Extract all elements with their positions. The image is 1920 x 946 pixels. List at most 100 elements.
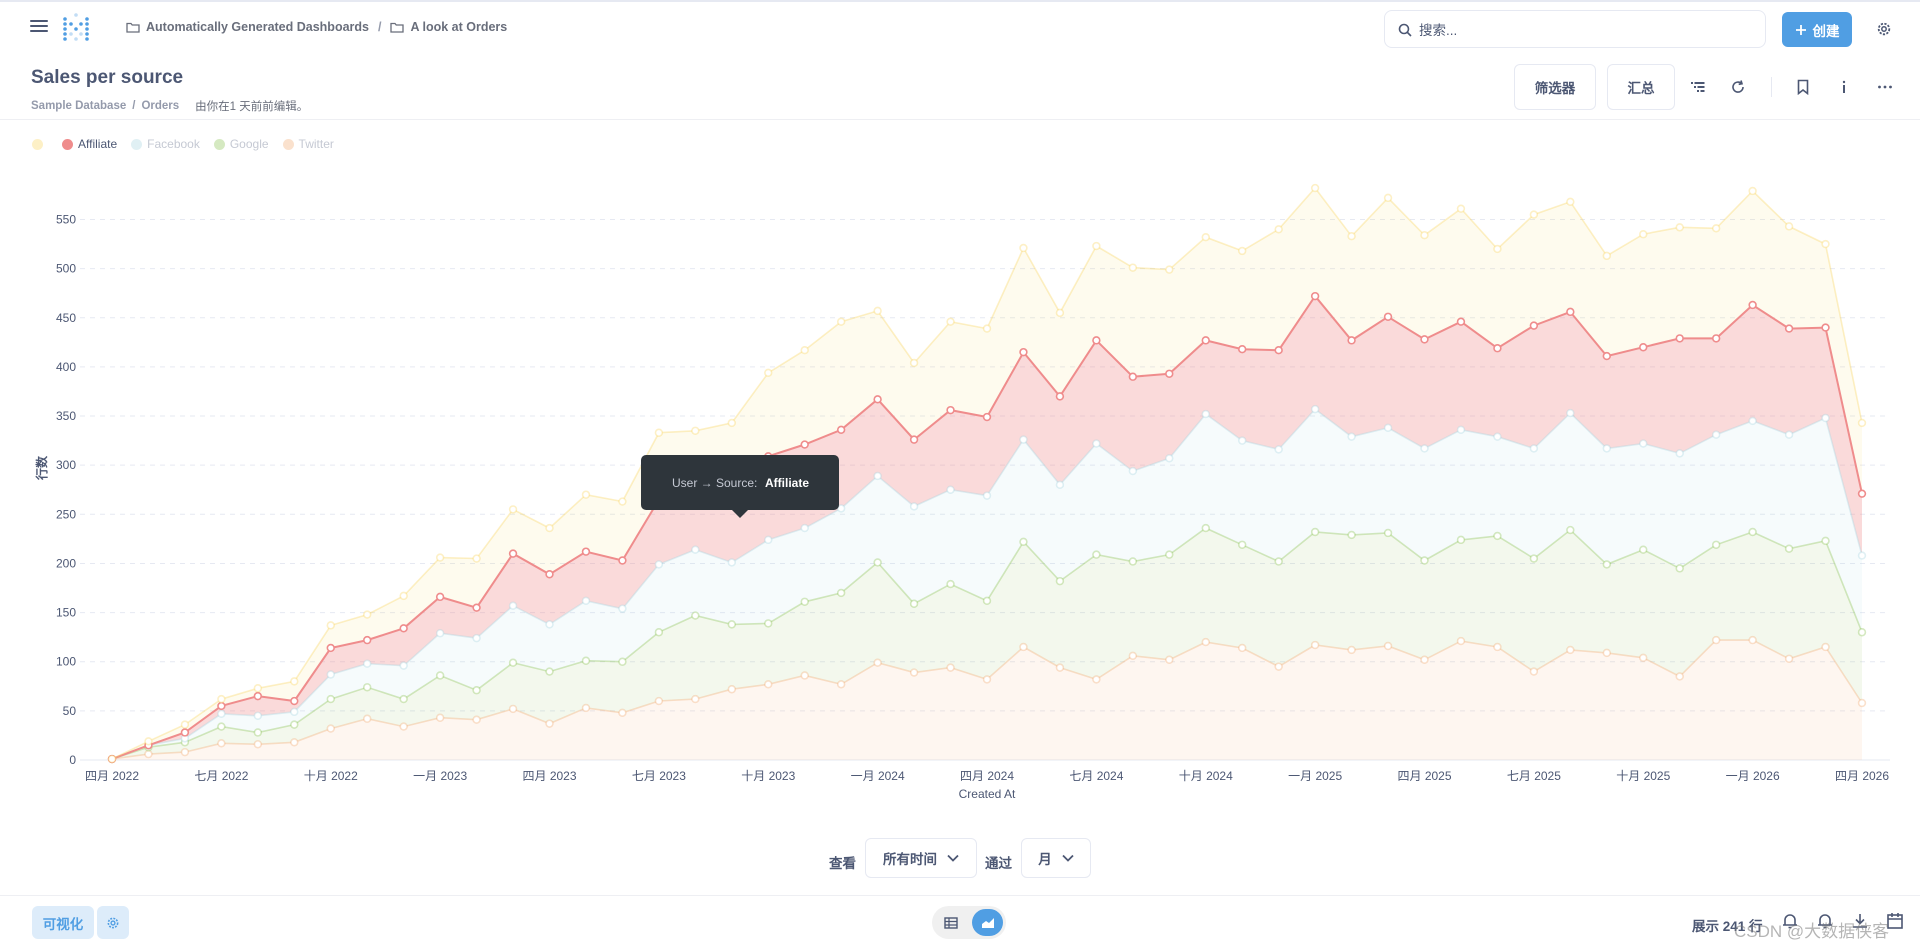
data-point — [581, 596, 591, 605]
menu-icon[interactable] — [30, 20, 48, 34]
data-point — [1456, 317, 1466, 326]
data-point — [982, 491, 992, 500]
data-point — [1092, 439, 1101, 448]
notification-bell-icon[interactable] — [1816, 912, 1834, 930]
series-area — [112, 528, 1862, 759]
breadcrumb-collection[interactable]: Automatically Generated Dashboards — [126, 20, 369, 34]
info-icon[interactable] — [1836, 79, 1852, 95]
legend-color-dot — [62, 138, 73, 150]
data-point — [1128, 651, 1138, 661]
data-point — [1347, 645, 1356, 655]
data-point — [1347, 432, 1356, 441]
data-point — [1748, 186, 1757, 196]
legend-item[interactable]: Twitter — [282, 137, 334, 151]
time-range-select[interactable]: 所有时间 — [865, 838, 977, 878]
data-point — [1602, 560, 1611, 569]
data-point — [253, 740, 263, 749]
gear-icon[interactable] — [1876, 21, 1892, 37]
data-point — [1821, 323, 1830, 332]
chart-view-toggle[interactable] — [972, 909, 1003, 936]
stacked-area-chart[interactable]: 0 50 100 150 200 250 300 350 400 450 500 550 四月 2022… — [0, 150, 1920, 810]
tooltip-value: Affiliate — [765, 476, 809, 490]
data-point — [545, 620, 554, 629]
data-point — [1639, 653, 1648, 662]
data-point — [1019, 537, 1028, 547]
data-point — [1310, 291, 1320, 301]
data-point — [946, 579, 955, 589]
data-point — [1019, 435, 1028, 444]
legend-color-dot — [213, 138, 225, 150]
data-point — [836, 680, 846, 689]
data-point — [800, 440, 809, 449]
database-link[interactable]: Sample Database — [31, 100, 127, 112]
alert-icon[interactable] — [1781, 912, 1799, 930]
x-tick-label: 七月 2022 — [194, 769, 248, 783]
data-point — [909, 668, 919, 677]
data-point — [1639, 439, 1648, 448]
data-point — [1602, 251, 1611, 261]
calendar-icon[interactable] — [1886, 912, 1904, 930]
data-point — [1201, 232, 1210, 242]
data-point — [1128, 466, 1138, 476]
filter-button[interactable]: 筛选器 — [1514, 64, 1596, 110]
x-tick-label: 十月 2022 — [304, 769, 358, 783]
summarize-button[interactable]: 汇总 — [1607, 64, 1675, 110]
refresh-icon[interactable] — [1730, 79, 1746, 95]
data-point — [618, 604, 627, 613]
legend-item[interactable]: Affiliate — [62, 137, 117, 151]
data-point — [1019, 243, 1028, 253]
data-point — [1055, 392, 1065, 401]
data-point — [1383, 312, 1393, 321]
data-point — [654, 560, 664, 569]
data-point — [909, 599, 919, 608]
data-point — [180, 728, 190, 737]
metabase-logo[interactable] — [62, 13, 90, 43]
viz-settings-button[interactable] — [97, 906, 129, 939]
last-edited-note[interactable]: 由你在1 天前前编辑。 — [195, 101, 309, 113]
breadcrumb-dashboard[interactable]: A look at Orders — [390, 20, 507, 34]
data-point — [836, 504, 846, 513]
data-point — [946, 405, 955, 415]
data-point — [1675, 672, 1684, 681]
breadcrumb-dashboard-label: A look at Orders — [410, 20, 508, 34]
download-icon[interactable] — [1851, 912, 1869, 930]
visualization-button[interactable]: 可视化 — [32, 906, 94, 939]
table-link[interactable]: Orders — [141, 100, 180, 112]
tooltip-pointer — [732, 510, 748, 518]
search-input[interactable]: 搜索... — [1384, 10, 1766, 48]
time-unit-select[interactable]: 月 — [1021, 838, 1091, 878]
legend-item[interactable]: Google — [213, 137, 269, 151]
data-point — [217, 694, 226, 704]
data-point — [435, 629, 445, 638]
data-point — [873, 558, 882, 567]
x-tick-label: 四月 2025 — [1397, 769, 1451, 783]
bookmark-icon[interactable] — [1795, 79, 1811, 95]
x-tick-label: 十月 2025 — [1616, 769, 1670, 783]
breadcrumb: Automatically Generated Dashboards / A l… — [126, 20, 507, 34]
create-button[interactable]: 创建 — [1782, 12, 1852, 47]
top-border — [0, 0, 1920, 2]
data-point — [217, 722, 226, 731]
data-point — [508, 549, 518, 558]
data-point — [144, 749, 153, 759]
data-point — [1128, 263, 1138, 272]
data-point — [363, 610, 372, 619]
data-point — [691, 611, 700, 620]
notebook-editor-icon[interactable] — [1690, 79, 1706, 95]
more-options-icon[interactable] — [1877, 79, 1893, 95]
data-point — [217, 701, 226, 711]
data-point — [836, 317, 846, 326]
legend-item[interactable] — [32, 138, 48, 150]
data-point — [1529, 210, 1539, 219]
legend-color-dot — [32, 138, 43, 150]
page-title[interactable]: Sales per source — [31, 67, 184, 88]
legend-item[interactable]: Facebook — [131, 137, 200, 151]
data-point — [472, 686, 481, 695]
legend-label: Facebook — [147, 137, 200, 151]
data-point — [1165, 655, 1174, 664]
y-tick-label: 0 — [69, 753, 76, 767]
data-point — [1347, 231, 1356, 241]
time-unit-value: 月 — [1038, 852, 1052, 867]
table-view-toggle[interactable] — [935, 909, 966, 936]
data-point — [1420, 335, 1429, 344]
